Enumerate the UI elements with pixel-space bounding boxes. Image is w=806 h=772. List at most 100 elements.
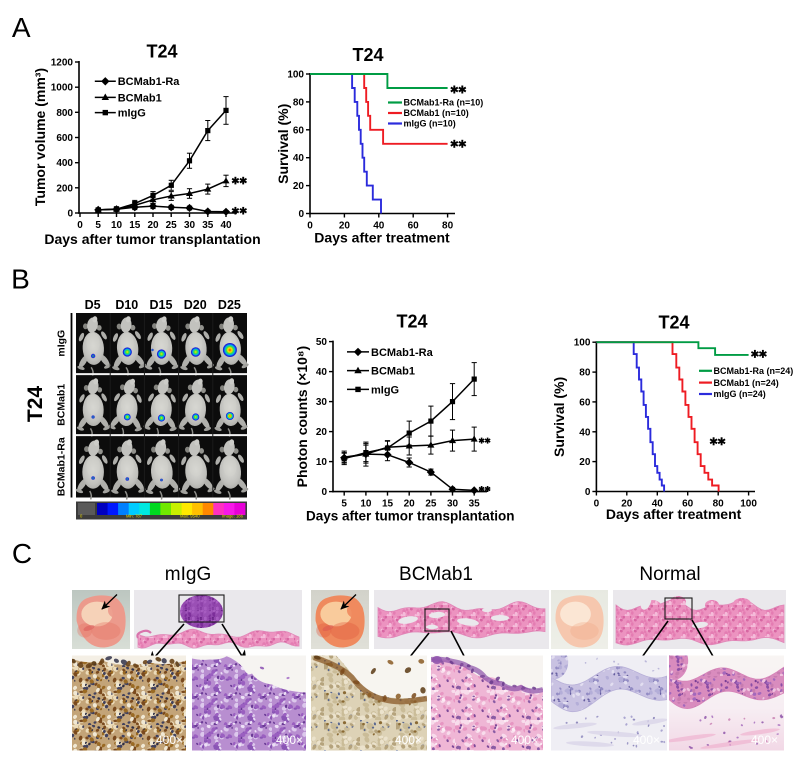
svg-text:1000: 1000 xyxy=(51,83,74,94)
svg-text:T24: T24 xyxy=(396,312,427,332)
svg-text:60: 60 xyxy=(579,397,591,408)
svg-text:15: 15 xyxy=(382,499,394,510)
svg-text:C: C xyxy=(12,538,32,569)
svg-text:35: 35 xyxy=(469,499,481,510)
svg-text:mIgG (n=24): mIgG (n=24) xyxy=(714,389,766,399)
svg-text:Survival (%): Survival (%) xyxy=(551,377,567,457)
svg-text:20: 20 xyxy=(621,499,633,510)
svg-text:60: 60 xyxy=(293,125,305,136)
svg-text:200: 200 xyxy=(56,183,73,194)
svg-text:400×: 400× xyxy=(511,733,538,747)
svg-text:BCMab1-Ra: BCMab1-Ra xyxy=(371,347,434,359)
svg-text:Tumor volume (mm³): Tumor volume (mm³) xyxy=(32,68,48,206)
svg-text:1200: 1200 xyxy=(51,58,74,69)
svg-text:20: 20 xyxy=(147,220,159,231)
svg-text:0: 0 xyxy=(321,487,327,498)
svg-text:BCMab1: BCMab1 xyxy=(399,564,473,585)
svg-text:0: 0 xyxy=(594,499,600,510)
svg-text:10: 10 xyxy=(111,220,123,231)
svg-text:mIgG: mIgG xyxy=(56,330,68,357)
svg-text:0: 0 xyxy=(67,209,73,220)
svg-text:10: 10 xyxy=(316,457,328,468)
svg-text:60: 60 xyxy=(682,499,694,510)
svg-text:400×: 400× xyxy=(395,733,422,747)
svg-text:T24: T24 xyxy=(24,386,47,423)
svg-text:0: 0 xyxy=(585,487,591,498)
svg-text:BCMab1: BCMab1 xyxy=(371,366,415,378)
svg-text:10: 10 xyxy=(360,499,372,510)
svg-text:T24: T24 xyxy=(352,45,383,65)
svg-text:600: 600 xyxy=(56,133,73,144)
svg-text:Days after tumor transplantati: Days after tumor transplantation xyxy=(44,231,260,247)
svg-text:400×: 400× xyxy=(276,733,303,747)
svg-text:400×: 400× xyxy=(633,733,660,747)
svg-text:100: 100 xyxy=(287,70,304,81)
svg-text:mIgG: mIgG xyxy=(118,108,146,120)
svg-text:400×: 400× xyxy=(156,733,183,747)
svg-text:0: 0 xyxy=(80,514,83,519)
svg-text:Days after treatment: Days after treatment xyxy=(606,506,742,522)
svg-text:Image: 186: Image: 186 xyxy=(222,514,244,519)
svg-text:Survival (%): Survival (%) xyxy=(275,104,291,184)
svg-text:BCMab1-Ra (n=10): BCMab1-Ra (n=10) xyxy=(404,98,484,108)
svg-text:20: 20 xyxy=(316,427,328,438)
svg-text:BCMab1-Ra (n=24): BCMab1-Ra (n=24) xyxy=(714,366,794,376)
svg-text:Days after tumor transplantati: Days after tumor transplantation xyxy=(306,509,515,524)
svg-text:D15: D15 xyxy=(150,298,173,312)
svg-text:D25: D25 xyxy=(218,298,241,312)
svg-text:400×: 400× xyxy=(751,733,778,747)
svg-text:5: 5 xyxy=(95,220,101,231)
svg-text:30: 30 xyxy=(447,499,459,510)
svg-text:BCMab1: BCMab1 xyxy=(56,384,68,426)
svg-text:mIgG: mIgG xyxy=(165,564,211,585)
svg-text:0: 0 xyxy=(307,221,313,232)
svg-text:BCMab1 (n=10): BCMab1 (n=10) xyxy=(404,108,469,118)
svg-text:A: A xyxy=(12,12,31,43)
svg-text:80: 80 xyxy=(293,97,305,108)
svg-text:0: 0 xyxy=(77,220,83,231)
svg-text:20: 20 xyxy=(339,221,351,232)
svg-text:BCMab1: BCMab1 xyxy=(118,92,162,104)
svg-text:BCMab1-Ra: BCMab1-Ra xyxy=(118,76,181,88)
svg-text:20: 20 xyxy=(404,499,416,510)
svg-text:25: 25 xyxy=(425,499,437,510)
svg-text:5: 5 xyxy=(341,499,347,510)
svg-text:25: 25 xyxy=(166,220,178,231)
svg-text:100: 100 xyxy=(740,499,757,510)
svg-text:mIgG (n=10): mIgG (n=10) xyxy=(404,119,456,129)
svg-text:T24: T24 xyxy=(658,313,689,333)
svg-text:800: 800 xyxy=(56,108,73,119)
svg-text:B: B xyxy=(11,264,30,295)
svg-text:Max: 9540: Max: 9540 xyxy=(180,514,200,519)
svg-text:Days after treatment: Days after treatment xyxy=(314,230,450,246)
svg-text:D5: D5 xyxy=(85,298,101,312)
svg-text:400: 400 xyxy=(56,158,73,169)
svg-text:D20: D20 xyxy=(184,298,207,312)
svg-text:Photon counts (×10⁸): Photon counts (×10⁸) xyxy=(294,346,310,488)
svg-text:50: 50 xyxy=(316,337,328,348)
svg-text:D10: D10 xyxy=(115,298,138,312)
svg-text:40: 40 xyxy=(220,220,232,231)
svg-text:80: 80 xyxy=(713,499,725,510)
svg-text:80: 80 xyxy=(442,221,454,232)
svg-text:mIgG: mIgG xyxy=(371,384,399,396)
svg-text:40: 40 xyxy=(652,499,664,510)
svg-text:BCMab1-Ra: BCMab1-Ra xyxy=(56,437,68,496)
svg-text:BCMab1 (n=24): BCMab1 (n=24) xyxy=(714,378,779,388)
svg-text:30: 30 xyxy=(184,220,196,231)
svg-text:40: 40 xyxy=(373,221,385,232)
svg-text:80: 80 xyxy=(579,368,591,379)
svg-text:40: 40 xyxy=(579,427,591,438)
svg-text:40: 40 xyxy=(293,153,305,164)
svg-text:20: 20 xyxy=(579,457,591,468)
svg-text:60: 60 xyxy=(408,221,420,232)
svg-text:35: 35 xyxy=(202,220,214,231)
svg-text:T24: T24 xyxy=(146,42,177,62)
svg-text:0: 0 xyxy=(298,209,304,220)
svg-text:30: 30 xyxy=(316,397,328,408)
svg-text:Min: 787: Min: 787 xyxy=(126,514,143,519)
svg-text:100: 100 xyxy=(574,338,591,349)
svg-text:Normal: Normal xyxy=(639,564,700,585)
svg-text:20: 20 xyxy=(293,181,305,192)
svg-text:40: 40 xyxy=(316,367,328,378)
